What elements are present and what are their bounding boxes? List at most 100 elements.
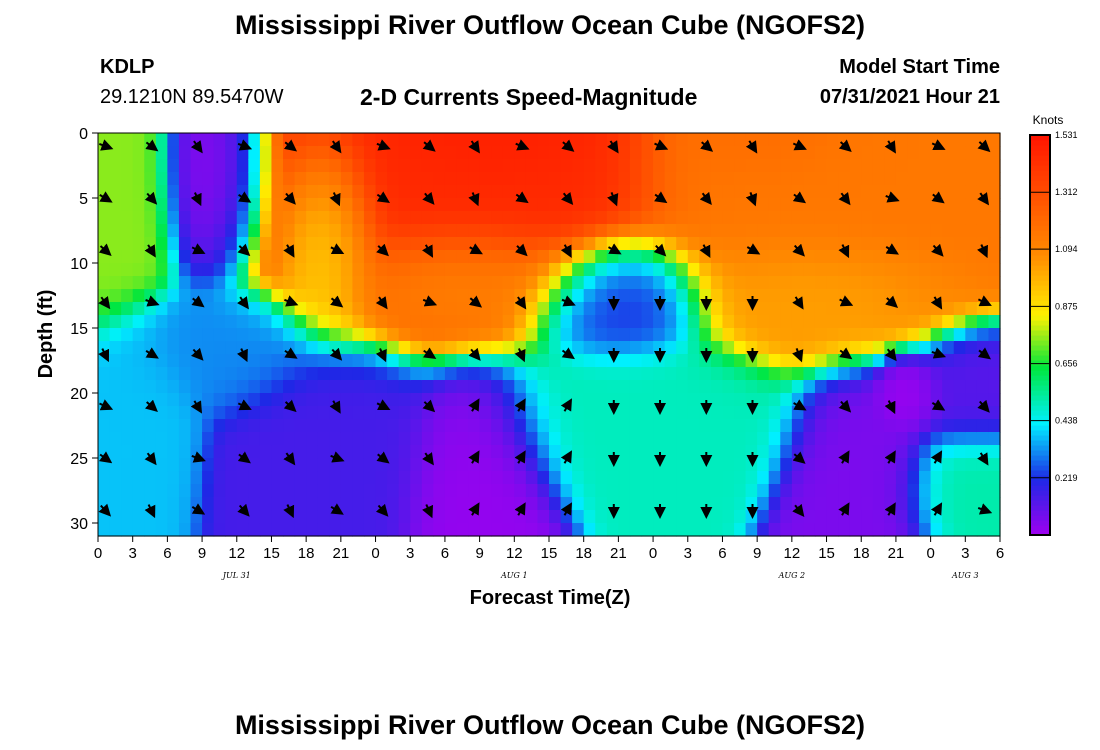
current-arrow [237,503,250,517]
x-tick-label: 15 [541,545,558,562]
heatmap-cell [167,159,180,173]
heatmap-cell [444,432,458,446]
heatmap-cell [710,419,724,433]
heatmap-cell [930,315,943,329]
heatmap-cell [676,445,689,459]
heatmap-cell [259,315,273,329]
heatmap-cell [398,432,411,446]
heatmap-cell [259,185,273,199]
heatmap-cell [444,471,458,485]
heatmap-cell [248,497,261,511]
current-arrow [607,192,619,207]
colorbar-swatch [1030,230,1050,236]
heatmap-cell [213,419,226,433]
heatmap-cell [745,159,758,173]
heatmap-cell [236,172,249,186]
heatmap-cell [317,484,330,498]
heatmap-cell [722,445,735,459]
heatmap-cell [976,419,990,433]
heatmap-cell [306,367,319,381]
heatmap-cell [363,497,377,511]
heatmap-cell [479,380,492,394]
colorbar-swatch [1030,440,1050,446]
current-arrow [376,451,390,464]
heatmap-cell [155,497,168,511]
heatmap-cell [814,419,828,433]
heatmap-cell [919,263,932,277]
heatmap-cell [387,263,400,277]
y-tick-label: 15 [70,321,88,338]
heatmap-cell [456,224,469,238]
heatmap-cell [953,133,966,147]
colorbar-swatch [1030,325,1050,331]
heatmap-cell [884,315,897,329]
heatmap-cell [710,133,724,147]
heatmap-cell [803,302,816,316]
heatmap-cell [629,445,643,459]
heatmap-cell [861,341,874,355]
heatmap-cell [433,471,446,485]
heatmap-cell [525,341,539,355]
heatmap-cell [722,341,735,355]
current-arrow [98,295,111,310]
colorbar-swatch [1030,315,1050,321]
heatmap-cell [456,263,469,277]
heatmap-cell [826,510,839,524]
heatmap-cell [595,497,608,511]
heatmap-cell [144,250,157,264]
heatmap-cell [988,445,1001,459]
heatmap-cell [352,276,365,290]
heatmap-cell [780,341,793,355]
heatmap-cell [895,250,909,264]
heatmap-cell [780,471,793,485]
heatmap-cell [340,146,354,160]
heatmap-cell [803,393,816,407]
heatmap-cell [583,133,596,147]
x-date-label: JUL 31 [221,571,251,580]
heatmap-cell [942,185,955,199]
heatmap-cell [144,224,157,238]
heatmap-cell [121,237,134,251]
heatmap-cell [942,445,955,459]
heatmap-cell [861,354,874,368]
heatmap-cell [444,328,458,342]
heatmap-cell [930,432,943,446]
heatmap-cell [687,302,700,316]
heatmap-cell [259,523,273,537]
heatmap-cell [595,185,608,199]
heatmap-cell [132,471,145,485]
heatmap-cell [653,224,666,238]
heatmap-cell [664,367,677,381]
heatmap-cell [895,289,909,303]
heatmap-cell [884,367,897,381]
heatmap-cell [895,458,909,472]
current-arrow [838,244,850,259]
heatmap-cell [109,419,122,433]
heatmap-cell [213,289,226,303]
heatmap-cell [317,159,330,173]
current-arrow [977,399,990,413]
heatmap-cell [560,484,573,498]
heatmap-cell [549,315,562,329]
heatmap-cell [283,484,296,498]
heatmap-cell [780,237,793,251]
heatmap-cell [572,159,585,173]
heatmap-cell [294,289,307,303]
heatmap-cell [664,276,677,290]
heatmap-cell [676,367,689,381]
heatmap-cell [549,328,562,342]
heatmap-cell [433,445,446,459]
heatmap-cell [109,211,122,225]
current-arrow [283,139,298,152]
heatmap-cell [976,484,990,498]
heatmap-cell [988,432,1001,446]
heatmap-cell [814,198,828,212]
heatmap-cell [410,315,423,329]
current-arrow [376,191,391,203]
current-arrow [329,192,341,207]
heatmap-cell [549,185,562,199]
heatmap-cell [826,146,839,160]
heatmap-cell [178,146,192,160]
heatmap-cell [306,406,319,420]
heatmap-cell [826,224,839,238]
